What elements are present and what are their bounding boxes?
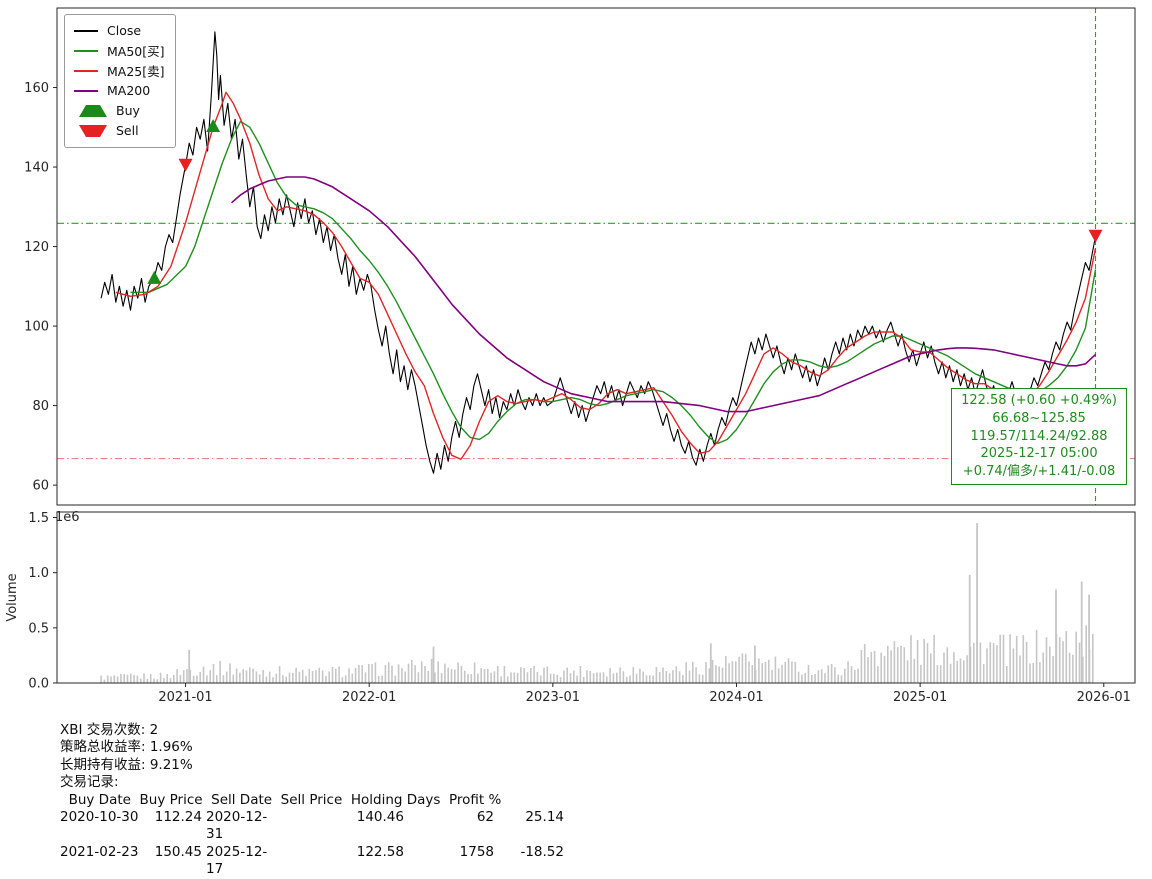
stats-hold-return: 长期持有收益: 9.21%	[60, 756, 193, 773]
trade-cell-buy_price: 150.45	[154, 843, 202, 860]
price-ytick-label: 160	[24, 81, 49, 96]
annotation-line: 119.57/114.24/92.88	[970, 428, 1108, 444]
trade-cell-sell_date: 2025-12-17	[206, 843, 268, 878]
x-tick-label: 2025-01	[893, 690, 947, 705]
price-volume-chart: 60 80 100 120 140 160 0.0 0.5 1.0 1.5 2021-01 2022-…	[5, 7, 1136, 705]
sell-marker	[178, 158, 193, 172]
price-ytick-label: 120	[24, 240, 49, 255]
legend-item-close: Close	[74, 22, 165, 39]
trade-row: 2021-02-23 150.45 2025-12-17 122.58 1758 -18.…	[60, 844, 564, 879]
buy-marker	[206, 118, 221, 132]
x-tick-label: 2021-01	[158, 690, 212, 705]
ma50-line-swatch	[74, 49, 98, 52]
volume-ytick-label: 1.5	[28, 511, 49, 526]
legend-label: MA50[买]	[107, 44, 165, 59]
ma50-line	[130, 120, 1097, 445]
stats-block: XBI 交易次数: 2 策略总收益率: 1.96% 长期持有收益: 9.21% …	[60, 722, 564, 879]
legend-item-ma200: MA200	[74, 82, 165, 99]
price-ytick-label: 60	[32, 479, 49, 494]
trades-header: Buy Date Buy Price Sell Date Sell Price …	[60, 791, 502, 808]
ma200-line	[230, 176, 1097, 413]
buy-triangle-icon	[79, 104, 107, 117]
trade-cell-holding_days: 1758	[459, 843, 494, 860]
trade-cell-buy_price: 112.24	[154, 809, 202, 826]
trades-table: 2020-10-30 112.24 2020-12-31 140.46 62 25.14 2…	[60, 809, 564, 879]
ma200-line-swatch	[74, 89, 98, 92]
legend-label: Close	[107, 23, 142, 38]
legend-item-buy: Buy	[74, 102, 165, 119]
sell-triangle-icon	[79, 124, 107, 137]
trade-cell-profit_pct: 25.14	[525, 809, 564, 826]
ma25-line	[115, 91, 1097, 460]
annotation-line: 66.68~125.85	[992, 410, 1086, 426]
axes-spine	[56, 7, 1136, 506]
legend-item-sell: Sell	[74, 122, 165, 139]
trade-cell-profit_pct: -18.52	[520, 843, 564, 860]
volume-ytick-label: 0.0	[28, 677, 49, 692]
legend-item-ma50: MA50[买]	[74, 42, 165, 59]
legend: Close MA50[买] MA25[卖] MA200 Buy Sell	[64, 14, 176, 148]
volume-bars	[100, 523, 1094, 683]
price-ytick-label: 80	[32, 399, 49, 414]
trade-cell-sell_price: 140.46	[356, 809, 404, 826]
sell-marker	[1088, 229, 1103, 243]
x-tick-label: 2022-01	[342, 690, 396, 705]
x-tick-label: 2024-01	[709, 690, 763, 705]
axes-spine	[56, 511, 1136, 684]
trade-row: 2020-10-30 112.24 2020-12-31 140.46 62 25.14	[60, 809, 564, 844]
annotation-line: +0.74/偏多/+1.41/-0.08	[962, 464, 1116, 480]
x-tick-label: 2023-01	[526, 690, 580, 705]
buy-marker	[147, 270, 162, 284]
x-tick-label: 2026-01	[1077, 690, 1131, 705]
legend-label: Buy	[116, 103, 140, 118]
annotation-line: 2025-12-17 05:00	[980, 446, 1098, 462]
trade-cell-buy_date: 2021-02-23	[60, 843, 139, 860]
volume-ytick-label: 0.5	[28, 621, 49, 636]
legend-item-ma25: MA25[卖]	[74, 62, 165, 79]
ma25-line-swatch	[74, 69, 98, 72]
legend-label: Sell	[116, 123, 139, 138]
close-line	[100, 31, 1097, 474]
price-ytick-label: 140	[24, 161, 49, 176]
price-ytick-label: 100	[24, 320, 49, 335]
legend-label: MA200	[107, 83, 151, 98]
close-line-swatch	[74, 29, 98, 32]
annotation-line: 122.58 (+0.60 +0.49%)	[961, 393, 1117, 408]
stats-trades-count: XBI 交易次数: 2	[60, 722, 159, 738]
trade-cell-buy_date: 2020-10-30	[60, 809, 139, 826]
trade-cell-sell_date: 2020-12-31	[206, 809, 268, 843]
quote-annotation-box: 122.58 (+0.60 +0.49%) 66.68~125.85 119.57/…	[951, 388, 1127, 485]
volume-ytick-label: 1.0	[28, 566, 49, 581]
trade-cell-holding_days: 62	[476, 809, 494, 826]
volume-scale-label: 1e6	[55, 510, 80, 525]
trade-cell-sell_price: 122.58	[356, 843, 404, 860]
volume-axis-label: Volume	[5, 573, 20, 621]
stats-trades-title: 交易记录:	[60, 774, 119, 791]
legend-label: MA25[卖]	[107, 64, 165, 79]
stats-total-return: 策略总收益率: 1.96%	[60, 739, 193, 756]
